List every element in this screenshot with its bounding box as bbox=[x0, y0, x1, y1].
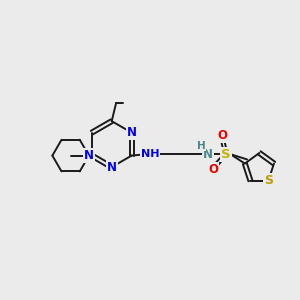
Text: O: O bbox=[217, 129, 227, 142]
Text: O: O bbox=[208, 163, 218, 176]
Text: S: S bbox=[221, 148, 231, 160]
Text: N: N bbox=[107, 160, 117, 174]
Text: NH: NH bbox=[141, 149, 159, 159]
Text: N: N bbox=[127, 126, 136, 139]
Text: S: S bbox=[264, 174, 273, 187]
Text: N: N bbox=[202, 148, 213, 160]
Text: H: H bbox=[197, 141, 206, 151]
Text: N: N bbox=[84, 149, 94, 162]
